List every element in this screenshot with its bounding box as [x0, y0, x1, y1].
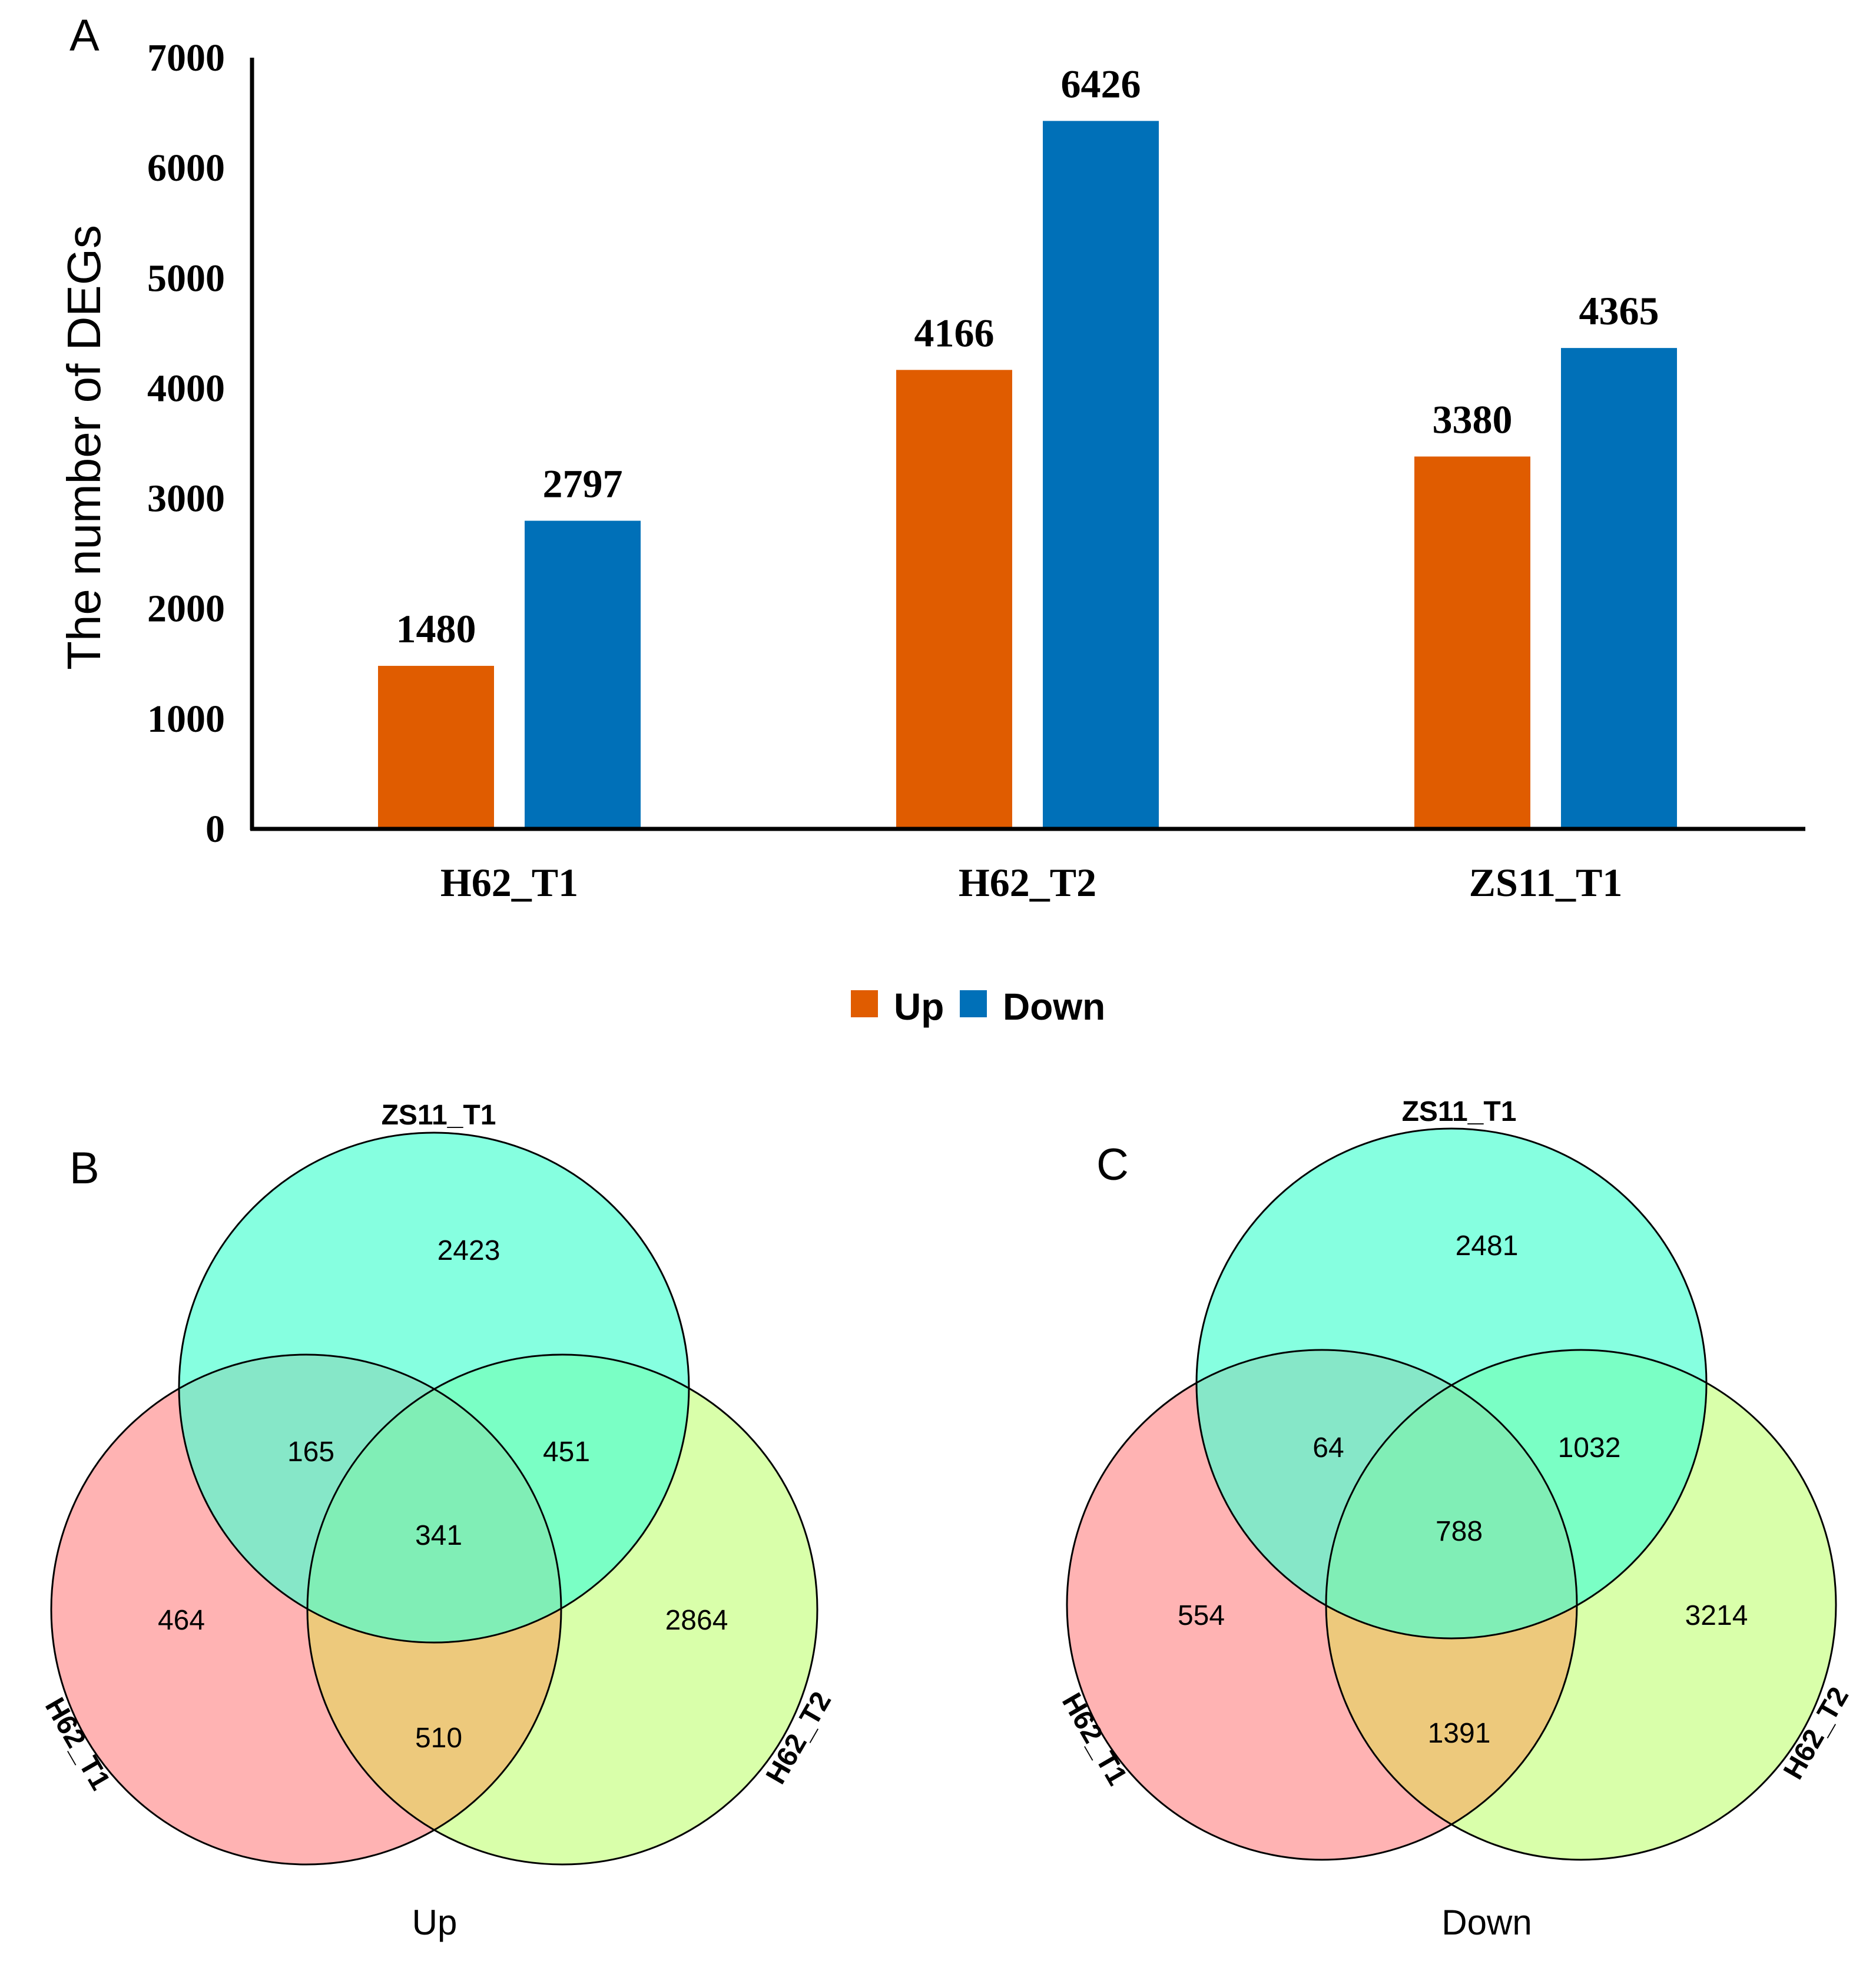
legend: Up Down	[851, 986, 1105, 1028]
venn-down-caption: Down	[1441, 1903, 1532, 1942]
data-label-down-h62-t1: 2797	[543, 462, 623, 506]
data-label-down-zs11-t1: 4365	[1579, 288, 1659, 333]
legend-label-up: Up	[894, 986, 944, 1028]
bars	[378, 121, 1677, 829]
y-tick-label: 1000	[147, 698, 225, 741]
data-label-up-h62-t1: 1480	[396, 606, 476, 651]
bar-up-h62-t1	[378, 666, 494, 829]
venn-up-region-h62t1-h62t2: 510	[415, 1723, 462, 1754]
venn-up-region-h62t2-only: 2864	[665, 1605, 728, 1636]
legend-swatch-up	[851, 990, 878, 1017]
venn-up-region-zs11-h62t1: 165	[287, 1436, 334, 1468]
venn-down-outline-h62-t2	[1325, 1349, 1837, 1861]
venn-up-panel: B ZS11_T1 H62_T1 H62_T2 2423 165 451 341…	[39, 1100, 837, 1942]
bar-up-zs11-t1	[1414, 456, 1530, 829]
venn-up-outline-h62-t1	[50, 1353, 562, 1866]
bar-up-h62-t2	[896, 370, 1012, 829]
venn-down-set-label-zs11: ZS11_T1	[1402, 1096, 1517, 1127]
venn-down-region-zs11-h62t2: 1032	[1558, 1432, 1621, 1464]
venn-down-region-all: 788	[1436, 1516, 1483, 1547]
panel-label-a: A	[69, 11, 100, 61]
data-label-down-h62-t2: 6426	[1061, 61, 1141, 106]
venn-up-caption: Up	[412, 1903, 458, 1942]
venn-down-region-h62t2-only: 3214	[1685, 1600, 1748, 1631]
venn-up-circle-zs11-t1	[179, 1133, 689, 1643]
x-tick-label: ZS11_T1	[1469, 860, 1623, 905]
y-axis-label: The number of DEGs	[58, 225, 110, 670]
panel-label-b: B	[69, 1143, 100, 1193]
bar-down-h62-t2	[1043, 121, 1159, 829]
legend-label-down: Down	[1003, 986, 1105, 1028]
y-axis-ticks: 0 1000 2000 3000 4000 5000 6000 7000	[147, 37, 225, 851]
y-tick-label: 3000	[147, 477, 225, 520]
venn-up-region-h62t1-only: 464	[158, 1605, 205, 1636]
venn-up-region-zs11-only: 2423	[437, 1235, 501, 1266]
legend-swatch-down	[960, 990, 987, 1017]
venn-down-panel: C ZS11_T1 H62_T1 H62_T2 2481 64 1032 788…	[1056, 1096, 1855, 1942]
y-tick-label: 2000	[147, 588, 225, 631]
y-tick-label: 6000	[147, 147, 225, 190]
x-tick-label: H62_T1	[440, 860, 578, 905]
y-tick-label: 5000	[147, 257, 225, 300]
venn-down-circle-zs11-t1	[1196, 1129, 1706, 1638]
data-labels: 1480 2797 4166 6426 3380 4365	[396, 61, 1659, 651]
y-tick-label: 0	[206, 808, 225, 851]
bar-chart-panel: A The number of DEGs 0 1000 2000 3000 4000 50…	[58, 11, 1805, 1028]
data-label-up-h62-t2: 4166	[914, 310, 995, 355]
venn-down-region-zs11-only: 2481	[1456, 1230, 1519, 1262]
venn-down-region-h62t1-h62t2: 1391	[1428, 1718, 1491, 1749]
y-tick-label: 7000	[147, 37, 225, 79]
data-label-up-zs11-t1: 3380	[1433, 397, 1513, 442]
venn-down-region-zs11-h62t1: 64	[1312, 1432, 1344, 1464]
venn-down-region-h62t1-only: 554	[1178, 1600, 1225, 1631]
y-tick-label: 4000	[147, 367, 225, 410]
x-tick-label: H62_T2	[959, 860, 1096, 905]
bar-down-h62-t1	[525, 520, 641, 829]
venn-down-outline-h62-t1	[1066, 1349, 1578, 1861]
bar-down-zs11-t1	[1561, 348, 1677, 829]
panel-label-c: C	[1096, 1140, 1129, 1190]
venn-up-set-label-zs11: ZS11_T1	[382, 1100, 496, 1131]
x-axis-ticks: H62_T1 H62_T2 ZS11_T1	[440, 860, 1623, 905]
venn-up-outline-h62-t2	[306, 1353, 818, 1866]
venn-up-region-zs11-h62t2: 451	[543, 1436, 590, 1468]
venn-up-region-all: 341	[415, 1520, 462, 1551]
